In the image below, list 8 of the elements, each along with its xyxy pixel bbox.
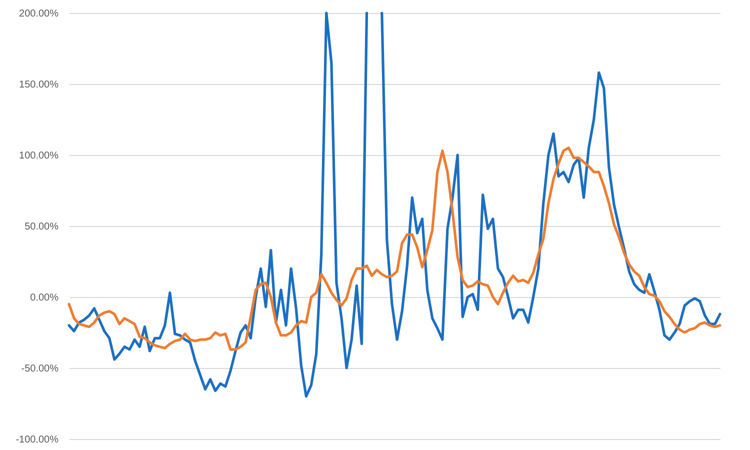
line-series bbox=[68, 146, 722, 351]
y-tick-label: 0.00% bbox=[30, 292, 59, 304]
y-tick-label: -50.00% bbox=[21, 364, 59, 374]
y-tick-label: 100.00% bbox=[19, 150, 59, 162]
y-tick-label: -100.00% bbox=[16, 434, 59, 446]
y-tick-label: 200.00% bbox=[19, 8, 59, 20]
y-tick-label: 50.00% bbox=[24, 222, 59, 232]
y-tick-label: 150.00% bbox=[19, 80, 59, 90]
